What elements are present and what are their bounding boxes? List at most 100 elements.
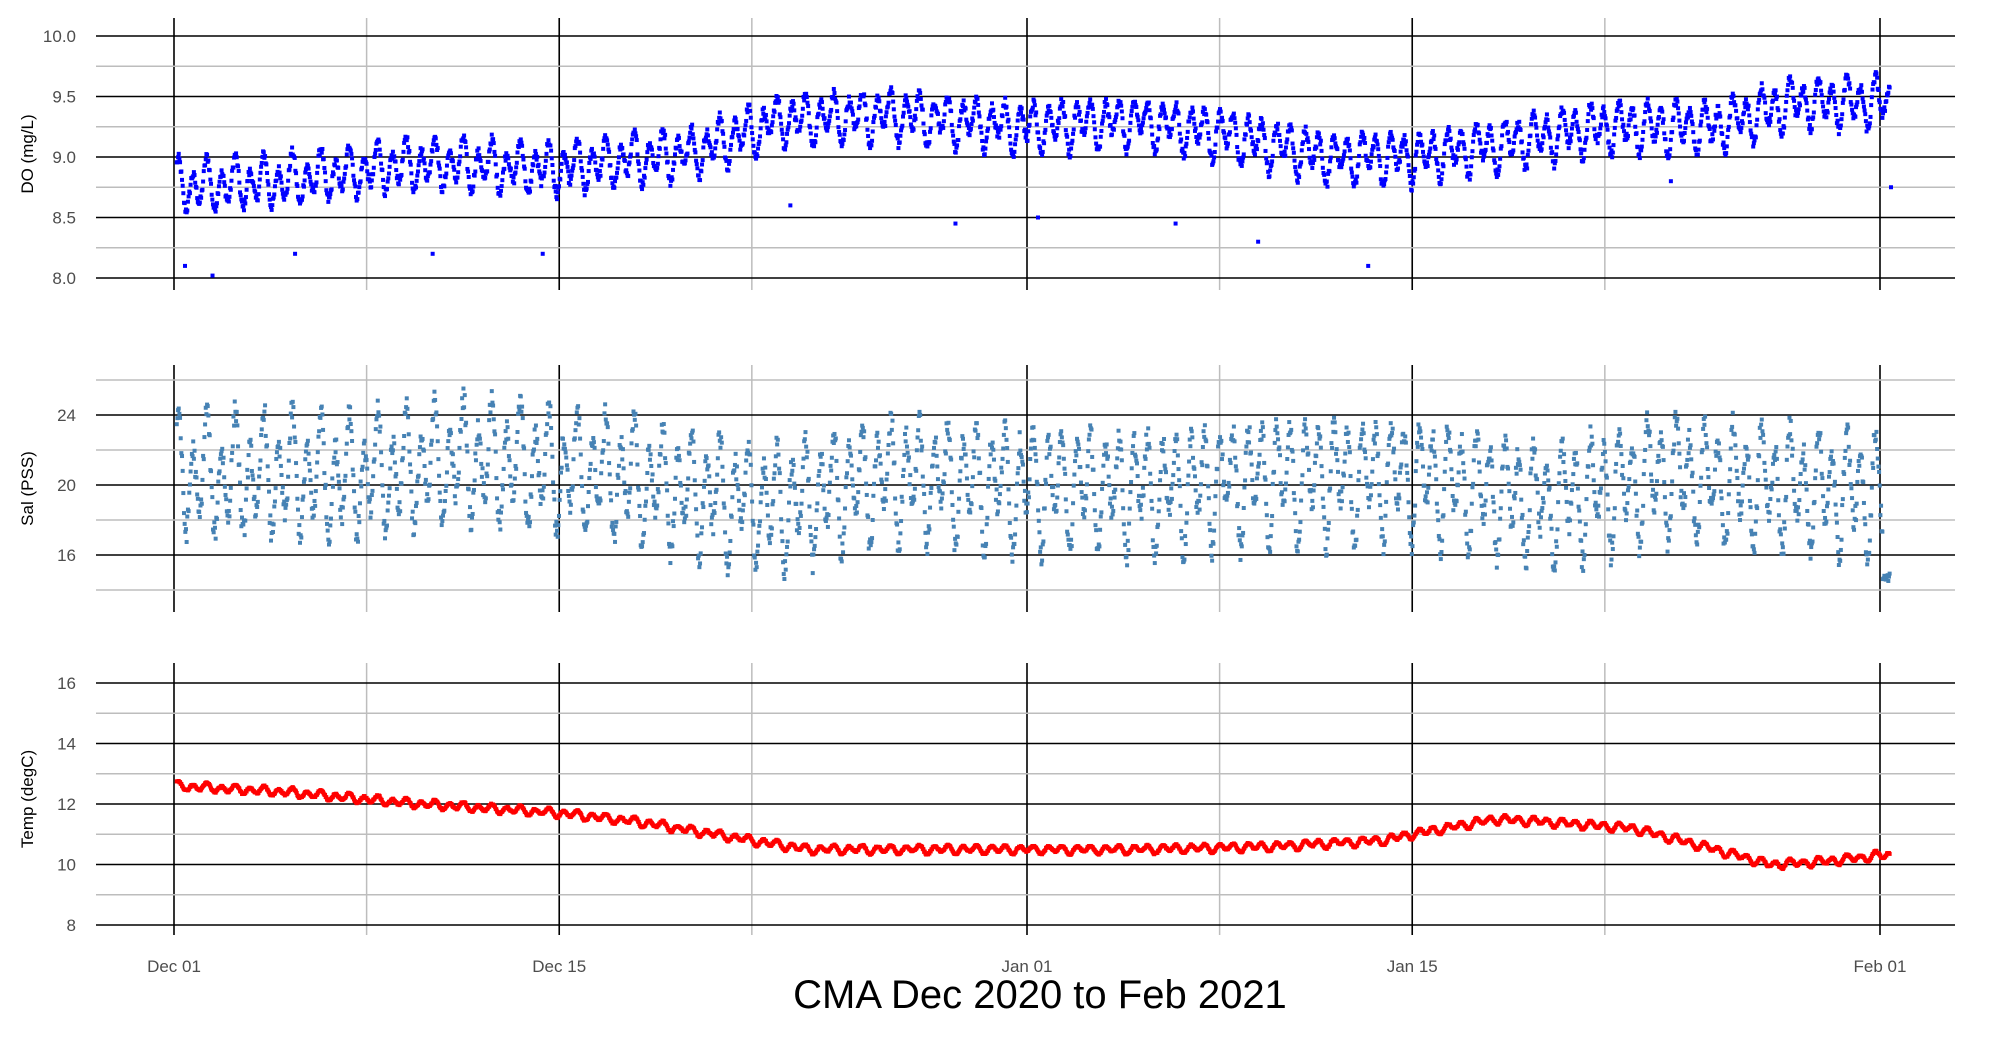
data-point [194, 475, 199, 480]
data-point [1349, 500, 1354, 505]
data-point [728, 147, 733, 152]
data-point [288, 436, 293, 441]
data-point [902, 452, 907, 457]
data-point [1006, 487, 1011, 492]
data-point [1557, 124, 1562, 129]
data-point [1113, 118, 1118, 123]
data-point [626, 499, 631, 504]
data-point [1040, 558, 1045, 563]
data-point [1282, 499, 1287, 504]
data-point [862, 92, 867, 97]
data-point [1129, 466, 1134, 471]
data-point [953, 150, 958, 155]
data-point [185, 199, 190, 204]
data-point [1005, 459, 1010, 464]
data-point [1473, 444, 1478, 449]
data-point [1061, 443, 1066, 448]
data-point [1639, 148, 1644, 153]
data-point [1506, 137, 1511, 142]
data-point [274, 456, 279, 461]
data-point [380, 483, 385, 488]
data-point [475, 418, 480, 423]
data-point [540, 251, 545, 256]
data-point [1122, 133, 1127, 138]
data-point [435, 424, 440, 429]
data-point [452, 494, 457, 499]
data-point [951, 139, 956, 144]
data-point [620, 447, 625, 452]
data-point [1225, 141, 1230, 146]
data-point [1600, 115, 1605, 120]
data-point [1874, 71, 1879, 76]
data-point [841, 531, 846, 536]
data-point [1419, 139, 1424, 144]
data-point [620, 457, 625, 462]
data-point [893, 123, 898, 128]
data-point [881, 499, 886, 504]
data-point [1557, 471, 1562, 476]
data-point [1071, 483, 1076, 488]
data-point [920, 444, 925, 449]
data-point [1666, 538, 1671, 543]
data-point [1607, 533, 1612, 538]
data-point [1362, 447, 1367, 452]
data-point [727, 161, 732, 166]
data-point [1176, 467, 1181, 472]
data-point [251, 497, 256, 502]
data-point [1670, 479, 1675, 484]
data-point [720, 129, 725, 134]
data-point [1682, 130, 1687, 135]
data-point [749, 125, 754, 130]
data-point [606, 147, 611, 152]
data-point [1462, 146, 1467, 151]
data-point [438, 498, 443, 503]
data-point [1389, 133, 1394, 138]
data-point [1148, 481, 1153, 486]
data-point [1813, 92, 1818, 97]
data-point [1284, 140, 1289, 145]
data-point [779, 517, 784, 522]
data-point [1340, 485, 1345, 490]
data-point [1298, 162, 1303, 167]
data-point [678, 480, 683, 485]
data-point [1634, 131, 1639, 136]
data-point [1693, 148, 1698, 153]
data-point [1703, 97, 1708, 102]
data-point [1050, 122, 1055, 127]
data-point [1699, 113, 1704, 118]
data-point [1042, 506, 1047, 511]
data-point [1387, 136, 1392, 141]
data-point [1713, 449, 1718, 454]
data-point [1214, 479, 1219, 484]
data-point [879, 120, 884, 125]
data-point [1496, 168, 1501, 173]
data-point [377, 413, 382, 418]
data-point [435, 146, 440, 151]
data-point [440, 519, 445, 524]
data-point [1363, 450, 1368, 455]
data-point [1082, 130, 1087, 135]
data-point [1355, 513, 1360, 518]
data-point [957, 124, 962, 129]
data-point [537, 171, 542, 176]
data-point [1862, 108, 1867, 113]
data-point [241, 208, 246, 213]
data-point [1187, 459, 1192, 464]
data-point [870, 138, 875, 143]
data-point [331, 460, 336, 465]
data-point [249, 172, 254, 177]
data-point [324, 515, 329, 520]
data-point [1721, 140, 1726, 145]
data-point [461, 386, 466, 391]
data-point [1211, 541, 1216, 546]
data-point [1769, 106, 1774, 111]
data-point [422, 464, 427, 469]
data-point [1369, 482, 1374, 487]
data-point [1752, 138, 1757, 143]
data-point [798, 513, 803, 518]
data-point [1850, 107, 1855, 112]
data-point [751, 143, 756, 148]
data-point [595, 499, 600, 504]
data-point [986, 476, 991, 481]
data-point [1392, 446, 1397, 451]
